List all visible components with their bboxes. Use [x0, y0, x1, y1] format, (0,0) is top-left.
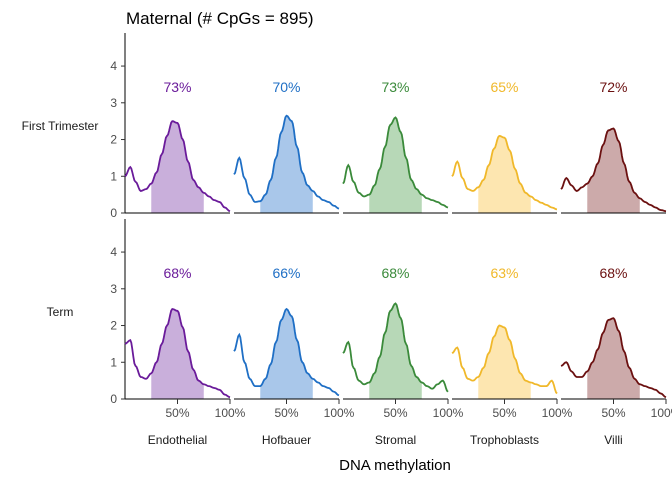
percent-label: 73%: [163, 79, 191, 95]
density-line: [124, 308, 231, 399]
row-label: Term: [47, 305, 74, 319]
density-shaded-area: [151, 309, 204, 399]
x-tick-label: 100%: [215, 406, 246, 420]
column-label: Trophoblasts: [470, 433, 539, 447]
chart-title: Maternal (# CpGs = 895): [126, 9, 314, 28]
density-line: [342, 116, 449, 209]
row-label: First Trimester: [22, 119, 99, 133]
facet-grid: 0 1 2 3 4 First Trimester 0 1 2 3 4 Term 73% 70% 73% 65…: [22, 33, 672, 447]
x-tick-label: 50%: [492, 406, 516, 420]
y-tick-label: 0: [110, 206, 117, 220]
y-tick-label: 1: [110, 169, 117, 183]
column-label: Stromal: [375, 433, 416, 447]
percent-label: 73%: [381, 79, 409, 95]
y-tick-label: 4: [110, 59, 117, 73]
density-shaded-area: [587, 128, 640, 213]
density-shaded-area: [260, 115, 313, 213]
density-line: [124, 120, 231, 213]
column-label: Endothelial: [148, 433, 207, 447]
percent-label: 66%: [272, 265, 300, 281]
density-shaded-area: [369, 303, 422, 399]
density-shaded-area: [260, 309, 313, 399]
y-tick-label: 2: [110, 319, 117, 333]
percent-label: 68%: [599, 265, 627, 281]
percent-label: 65%: [490, 79, 518, 95]
density-line: [342, 302, 449, 393]
density-line: [451, 324, 558, 395]
density-line: [233, 307, 340, 397]
y-tick-label: 0: [110, 392, 117, 406]
percent-label: 70%: [272, 79, 300, 95]
x-tick-label: 100%: [651, 406, 672, 420]
percent-label: 72%: [599, 79, 627, 95]
x-tick-label: 50%: [274, 406, 298, 420]
x-tick-label: 100%: [324, 406, 355, 420]
density-shaded-area: [151, 121, 204, 213]
density-shaded-area: [369, 117, 422, 213]
density-shaded-area: [587, 318, 640, 399]
percent-label: 68%: [163, 265, 191, 281]
column-label: Hofbauer: [262, 433, 311, 447]
x-axis-label: DNA methylation: [339, 457, 451, 474]
density-shaded-area: [478, 135, 531, 213]
x-tick-label: 50%: [165, 406, 189, 420]
percent-label: 63%: [490, 265, 518, 281]
percent-label: 68%: [381, 265, 409, 281]
y-tick-label: 2: [110, 133, 117, 147]
density-shaded-area: [478, 325, 531, 399]
y-tick-label: 1: [110, 355, 117, 369]
density-line: [560, 127, 667, 213]
y-tick-label: 4: [110, 245, 117, 259]
y-tick-label: 3: [110, 282, 117, 296]
column-label: Villi: [604, 433, 622, 447]
x-tick-label: 50%: [601, 406, 625, 420]
x-tick-label: 100%: [542, 406, 573, 420]
density-line: [560, 317, 667, 399]
y-tick-label: 3: [110, 96, 117, 110]
density-line: [451, 134, 558, 211]
density-line: [233, 114, 340, 210]
x-tick-label: 100%: [433, 406, 464, 420]
x-tick-label: 50%: [383, 406, 407, 420]
